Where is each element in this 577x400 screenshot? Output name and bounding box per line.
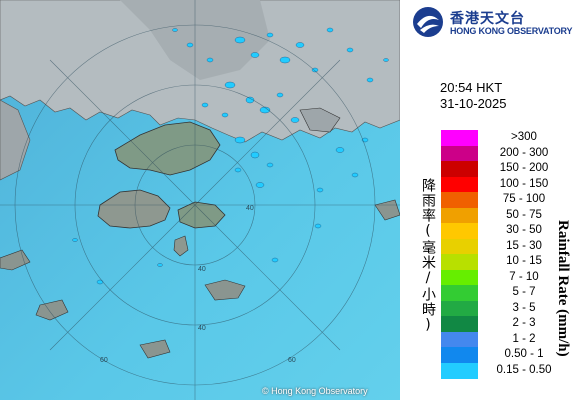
hko-logo-icon (413, 7, 443, 37)
legend-label: >300 (511, 131, 537, 143)
legend-swatch (441, 223, 478, 239)
radar-map: 40 40 40 60 60 © Hong Kong Observatory (0, 0, 400, 400)
legend-swatch (441, 363, 478, 379)
south-island-3 (139, 339, 171, 359)
legend-swatch (441, 270, 478, 286)
legend-title-english: Rainfall Rate (mm/h) (555, 220, 571, 357)
range-label: 40 (246, 205, 254, 212)
legend-label: 30 - 50 (506, 224, 542, 236)
legend-swatch (441, 347, 478, 363)
legend-swatch (441, 146, 478, 162)
range-labels: 40 40 40 60 60 (100, 205, 296, 364)
legend-swatch (441, 254, 478, 270)
legend-swatch (441, 177, 478, 193)
legend-swatch (441, 130, 478, 146)
rain-echoes (72, 27, 389, 285)
lantau-island (97, 189, 171, 229)
legend-swatch (441, 208, 478, 224)
logo-chinese-text: 香港天文台 (450, 11, 525, 27)
copyright-text: © Hong Kong Observatory (262, 386, 368, 396)
range-rings (0, 0, 400, 400)
legend-label: 5 - 7 (512, 286, 536, 298)
western-coast (0, 99, 31, 181)
range-label: 40 (198, 325, 206, 332)
legend-swatch (441, 301, 478, 317)
range-label: 40 (198, 266, 206, 273)
legend-label: 10 - 15 (506, 255, 542, 267)
legend-label: 15 - 30 (506, 240, 542, 252)
legend-label: 200 - 300 (499, 147, 549, 159)
legend-swatch (441, 316, 478, 332)
legend-swatch (441, 239, 478, 255)
info-panel (400, 0, 577, 400)
legend-title-chinese: 降雨率(毫米/小時) (420, 178, 436, 334)
legend-label: 0.50 - 1 (504, 348, 544, 360)
observation-date: 31-10-2025 (440, 96, 507, 111)
logo-english-text: HONG KONG OBSERVATORY (450, 26, 573, 36)
range-label: 60 (100, 357, 108, 364)
observation-time: 20:54 HKT (440, 80, 503, 95)
legend-swatch (441, 192, 478, 208)
legend-label: 2 - 3 (512, 317, 536, 329)
legend-swatch (441, 285, 478, 301)
legend-label: 50 - 75 (506, 209, 542, 221)
range-label: 60 (288, 357, 296, 364)
south-island-4 (0, 249, 31, 271)
south-island-2 (35, 299, 69, 321)
radar-map-canvas: 40 40 40 60 60 (0, 0, 400, 400)
legend-label: 7 - 10 (509, 271, 539, 283)
legend-swatch (441, 161, 478, 177)
legend-label: 150 - 200 (499, 162, 549, 174)
legend-label: 1 - 2 (512, 333, 536, 345)
legend-label: 75 - 100 (502, 193, 546, 205)
legend-label: 100 - 150 (499, 178, 549, 190)
lamma-island (173, 235, 189, 257)
legend-label: 0.15 - 0.50 (496, 364, 552, 376)
hk-mainland (114, 121, 221, 176)
hko-logo: 香港天文台 HONG KONG OBSERVATORY (412, 6, 573, 40)
legend-label: 3 - 5 (512, 302, 536, 314)
hk-island (177, 201, 226, 229)
south-island-1 (204, 279, 246, 301)
east-island (299, 107, 341, 133)
legend-swatch (441, 332, 478, 348)
